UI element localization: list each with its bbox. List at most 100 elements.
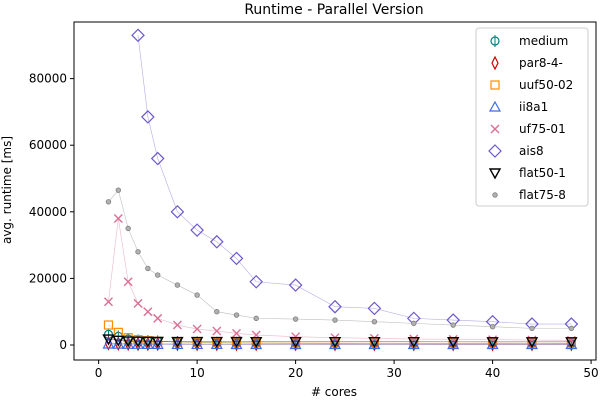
data-point [214, 309, 220, 315]
data-point [371, 319, 378, 325]
data-point [332, 317, 338, 323]
legend-marker [490, 124, 500, 134]
data-point [230, 338, 243, 350]
x-tick-label: 30 [386, 366, 401, 380]
chart-title: Runtime - Parallel Version [244, 2, 423, 18]
data-point [253, 315, 259, 322]
data-point [249, 274, 264, 289]
plot-area: 0 10 20 30 40 50 0 20000 40000 60000 80000 [29, 21, 599, 380]
data-point [172, 320, 182, 330]
data-point [407, 337, 420, 349]
data-point [141, 336, 155, 348]
data-point [194, 292, 200, 298]
x-tick-label: 50 [583, 366, 598, 380]
axes-frame [73, 21, 597, 361]
data-point [150, 151, 165, 166]
data-point [122, 338, 135, 349]
data-point [328, 299, 342, 314]
data-point [209, 234, 224, 249]
data-point [192, 324, 202, 334]
legend-marker [488, 144, 502, 158]
data-point [113, 213, 123, 223]
data-point [289, 338, 302, 350]
series-ii8a1 [102, 337, 578, 350]
legend-entry-par8-4: par8-4- [491, 55, 563, 71]
data-point [133, 298, 143, 308]
data-point [525, 338, 539, 350]
y-axis-label: avg. runtime [ms] [0, 136, 14, 244]
legend-label: flat50-1 [519, 166, 566, 180]
data-point [489, 323, 496, 330]
data-point [233, 312, 240, 318]
data-point [131, 338, 145, 349]
legend-label: ii8a1 [519, 100, 548, 114]
legend-marker [488, 100, 502, 112]
data-point [565, 338, 578, 350]
legend: medium par8-4- uuf50-02 ii8a1 uf75-01 ais8 fla… [475, 27, 589, 207]
data-point [210, 338, 223, 350]
x-tick-label: 20 [288, 366, 303, 380]
data-point [135, 249, 141, 255]
legend-entry-ais8: ais8 [488, 144, 544, 158]
data-point [151, 338, 164, 349]
legend-marker [491, 55, 499, 71]
data-point [145, 265, 151, 272]
data-point [123, 277, 133, 287]
y-tick-label: 80000 [29, 72, 67, 86]
data-point [568, 325, 575, 332]
legend-label: medium [519, 34, 568, 48]
y-tick-label: 20000 [29, 271, 67, 285]
data-point [112, 337, 125, 349]
data-point [368, 338, 381, 350]
series-line [137, 35, 572, 325]
legend-label: flat75-8 [519, 188, 566, 202]
data-point [151, 336, 164, 348]
data-point [230, 336, 243, 349]
data-point [446, 337, 460, 349]
data-point [486, 337, 499, 349]
data-point [529, 325, 535, 332]
series-ais8 [131, 28, 579, 331]
data-point [486, 338, 499, 350]
data-point [212, 326, 222, 336]
data-point [289, 336, 302, 349]
data-point [141, 110, 155, 124]
data-point [411, 320, 417, 327]
data-point [121, 336, 135, 348]
data-point [171, 338, 184, 350]
legend-entry-uf75-01: uf75-01 [490, 122, 566, 136]
data-point [328, 337, 342, 349]
data-point [450, 322, 456, 328]
legend-entry-flat75-8: flat75-8 [492, 188, 566, 202]
data-point [115, 187, 122, 193]
legend-label: uuf50-02 [519, 78, 573, 92]
data-point [292, 316, 299, 322]
data-point [565, 337, 578, 349]
data-point [291, 332, 301, 342]
data-point [102, 334, 115, 346]
data-point [103, 320, 114, 330]
data-point [190, 223, 204, 237]
data-point [250, 336, 263, 349]
data-point [155, 272, 161, 278]
data-point [103, 297, 113, 307]
legend-marker [492, 192, 498, 198]
data-point [525, 337, 539, 349]
x-axis-label: # cores [311, 385, 357, 399]
data-point [141, 338, 154, 349]
legend-marker [490, 80, 500, 90]
data-point [232, 328, 242, 338]
data-point [112, 335, 125, 347]
data-point [143, 307, 153, 317]
x-tick-label: 40 [485, 366, 500, 380]
series-line [108, 338, 572, 343]
data-point [190, 336, 204, 348]
legend-box [475, 27, 589, 207]
data-point [105, 199, 112, 205]
data-point [210, 336, 224, 349]
y-tick-label: 40000 [29, 205, 67, 219]
legend-entry-uuf50-02: uuf50-02 [490, 78, 573, 92]
data-point [250, 338, 263, 350]
data-point [125, 225, 131, 232]
